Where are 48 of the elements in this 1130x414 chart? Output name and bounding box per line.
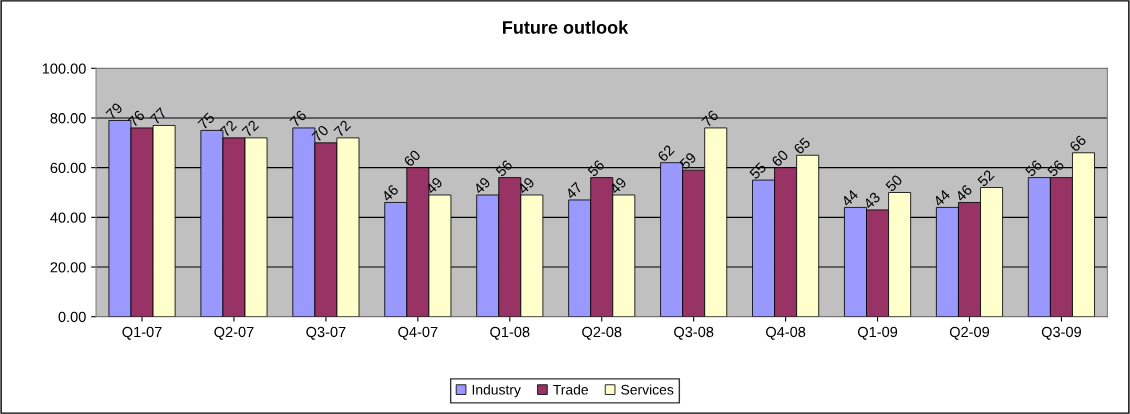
data-label: 49 bbox=[425, 176, 444, 195]
y-tick-label: 20.00 bbox=[50, 262, 86, 273]
data-label: 46 bbox=[954, 184, 973, 203]
y-tick-label: 100.00 bbox=[42, 63, 86, 74]
data-label: 70 bbox=[311, 124, 330, 143]
x-tick-label: Q4-08 bbox=[766, 326, 806, 340]
legend-label: Industry bbox=[472, 384, 521, 398]
data-label: 50 bbox=[884, 174, 903, 193]
x-tick-label: Q1-09 bbox=[857, 326, 898, 340]
x-tick-label: Q1-07 bbox=[122, 326, 162, 340]
data-label: 43 bbox=[862, 191, 881, 210]
data-label: 49 bbox=[472, 176, 491, 195]
data-label: 72 bbox=[241, 119, 260, 138]
data-label: 47 bbox=[564, 181, 583, 200]
data-label: 62 bbox=[657, 144, 675, 163]
data-label: 44 bbox=[932, 189, 951, 208]
data-label: 77 bbox=[149, 107, 168, 125]
data-label: 60 bbox=[771, 149, 789, 168]
x-tick-label: Q2-08 bbox=[582, 326, 622, 340]
data-label: 76 bbox=[289, 109, 308, 128]
y-tick-label: 0.00 bbox=[58, 311, 86, 323]
data-label: 72 bbox=[333, 119, 352, 138]
data-label: 72 bbox=[219, 119, 238, 138]
chart-title: Future outlook bbox=[503, 20, 629, 34]
data-label: 49 bbox=[517, 176, 536, 195]
data-label: 75 bbox=[197, 112, 216, 130]
legend-label: Trade bbox=[553, 384, 588, 395]
data-label: 65 bbox=[793, 136, 811, 155]
x-tick-label: Q3-09 bbox=[1041, 326, 1082, 340]
y-tick-label: 80.00 bbox=[50, 113, 86, 124]
x-tick-label: Q2-07 bbox=[214, 326, 254, 340]
legend-label: Services bbox=[621, 384, 674, 395]
data-label: 76 bbox=[701, 109, 719, 128]
x-tick-label: Q2-09 bbox=[949, 326, 990, 340]
data-label: 79 bbox=[105, 102, 124, 120]
x-tick-label: Q3-07 bbox=[306, 326, 346, 340]
data-label: 46 bbox=[380, 184, 400, 203]
data-label: 76 bbox=[127, 109, 146, 128]
y-tick-label: 60.00 bbox=[50, 162, 86, 174]
data-label: 52 bbox=[976, 169, 995, 188]
x-tick-label: Q3-08 bbox=[674, 326, 714, 340]
data-label: 60 bbox=[403, 149, 422, 168]
data-label: 49 bbox=[608, 176, 627, 195]
data-label: 66 bbox=[1068, 134, 1087, 153]
x-tick-label: Q4-07 bbox=[398, 326, 438, 340]
y-tick-label: 40.00 bbox=[50, 212, 86, 223]
x-tick-label: Q1-08 bbox=[490, 326, 530, 340]
data-label: 44 bbox=[840, 189, 859, 208]
